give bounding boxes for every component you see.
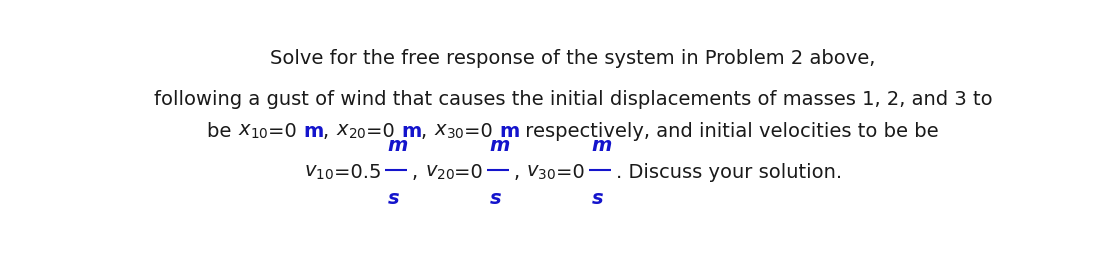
Text: =0: =0 (268, 122, 303, 141)
Text: m: m (591, 136, 612, 155)
Text: $\mathit{v}_{20}$: $\mathit{v}_{20}$ (425, 163, 455, 182)
Text: $\mathit{v}_{10}$: $\mathit{v}_{10}$ (304, 163, 334, 182)
Text: $\mathit{x}_{20}$: $\mathit{x}_{20}$ (335, 122, 366, 141)
Text: ,: , (323, 122, 335, 141)
Text: . Discuss your solution.: . Discuss your solution. (616, 163, 842, 182)
Text: $\mathit{x}_{30}$: $\mathit{x}_{30}$ (434, 122, 464, 141)
Text: $\mathit{v}_{30}$: $\mathit{v}_{30}$ (527, 163, 557, 182)
Text: =0: =0 (464, 122, 499, 141)
Text: ,: , (413, 163, 425, 182)
Text: ,: , (514, 163, 527, 182)
Text: Solve for the free response of the system in Problem 2 above,: Solve for the free response of the syste… (271, 49, 875, 68)
Text: =0: =0 (557, 163, 591, 182)
Text: =0: =0 (366, 122, 401, 141)
Text: m: m (490, 136, 510, 155)
Text: =0: =0 (455, 163, 490, 182)
Text: m: m (499, 122, 520, 141)
Text: following a gust of wind that causes the initial displacements of masses 1, 2, a: following a gust of wind that causes the… (153, 90, 993, 109)
Text: m: m (388, 136, 408, 155)
Text: s: s (591, 189, 603, 208)
Text: s: s (388, 189, 399, 208)
Text: $\mathit{x}_{10}$: $\mathit{x}_{10}$ (237, 122, 268, 141)
Text: m: m (303, 122, 323, 141)
Text: ,: , (421, 122, 434, 141)
Text: respectively, and initial velocities to be be: respectively, and initial velocities to … (520, 122, 939, 141)
Text: =0.5: =0.5 (334, 163, 388, 182)
Text: be: be (207, 122, 237, 141)
Text: s: s (490, 189, 501, 208)
Text: m: m (401, 122, 421, 141)
